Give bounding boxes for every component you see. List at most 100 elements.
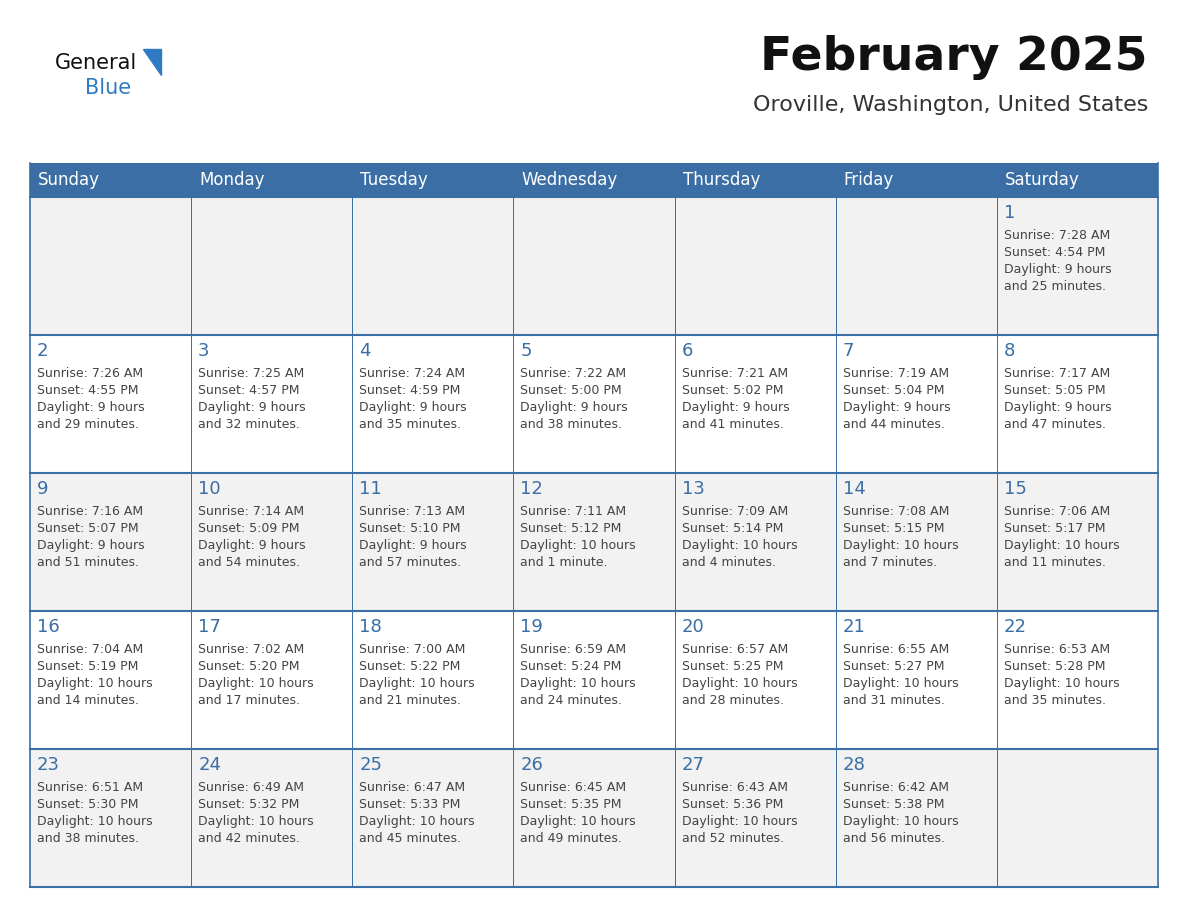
Text: 8: 8 <box>1004 342 1016 360</box>
Text: 20: 20 <box>682 618 704 636</box>
Text: 13: 13 <box>682 480 704 498</box>
Text: Daylight: 10 hours: Daylight: 10 hours <box>842 539 959 552</box>
Bar <box>30 335 1158 473</box>
Text: Sunrise: 6:47 AM: Sunrise: 6:47 AM <box>359 781 466 794</box>
Text: Daylight: 9 hours: Daylight: 9 hours <box>198 539 305 552</box>
Text: Daylight: 9 hours: Daylight: 9 hours <box>520 401 628 414</box>
Text: Daylight: 9 hours: Daylight: 9 hours <box>359 539 467 552</box>
Text: Sunset: 4:54 PM: Sunset: 4:54 PM <box>1004 246 1105 259</box>
Text: Tuesday: Tuesday <box>360 171 428 189</box>
Text: Daylight: 9 hours: Daylight: 9 hours <box>359 401 467 414</box>
Text: Sunset: 5:20 PM: Sunset: 5:20 PM <box>198 660 299 673</box>
Text: Daylight: 10 hours: Daylight: 10 hours <box>520 539 636 552</box>
Text: Sunrise: 7:19 AM: Sunrise: 7:19 AM <box>842 367 949 380</box>
Text: and 57 minutes.: and 57 minutes. <box>359 556 461 569</box>
Text: Sunset: 5:12 PM: Sunset: 5:12 PM <box>520 522 621 535</box>
Text: and 32 minutes.: and 32 minutes. <box>198 418 301 431</box>
Text: Daylight: 10 hours: Daylight: 10 hours <box>37 677 152 690</box>
Text: Sunset: 5:05 PM: Sunset: 5:05 PM <box>1004 384 1106 397</box>
Text: 2: 2 <box>37 342 49 360</box>
Text: Sunset: 4:55 PM: Sunset: 4:55 PM <box>37 384 139 397</box>
Text: and 42 minutes.: and 42 minutes. <box>198 832 301 845</box>
Text: 11: 11 <box>359 480 383 498</box>
Text: and 52 minutes.: and 52 minutes. <box>682 832 784 845</box>
Text: Sunset: 5:22 PM: Sunset: 5:22 PM <box>359 660 461 673</box>
Text: 23: 23 <box>37 756 61 774</box>
Text: Saturday: Saturday <box>1005 171 1080 189</box>
Text: Daylight: 10 hours: Daylight: 10 hours <box>198 677 314 690</box>
Text: General: General <box>55 53 138 73</box>
Text: Sunday: Sunday <box>38 171 100 189</box>
Text: Daylight: 9 hours: Daylight: 9 hours <box>1004 401 1112 414</box>
Text: Wednesday: Wednesday <box>522 171 618 189</box>
Text: Sunset: 5:38 PM: Sunset: 5:38 PM <box>842 798 944 811</box>
Text: Sunset: 4:57 PM: Sunset: 4:57 PM <box>198 384 299 397</box>
Text: Daylight: 10 hours: Daylight: 10 hours <box>1004 539 1119 552</box>
Text: 6: 6 <box>682 342 693 360</box>
Text: and 14 minutes.: and 14 minutes. <box>37 694 139 707</box>
Text: Sunset: 4:59 PM: Sunset: 4:59 PM <box>359 384 461 397</box>
Text: Sunset: 5:04 PM: Sunset: 5:04 PM <box>842 384 944 397</box>
Text: Sunrise: 7:22 AM: Sunrise: 7:22 AM <box>520 367 626 380</box>
Text: Sunrise: 7:16 AM: Sunrise: 7:16 AM <box>37 505 143 518</box>
Text: Friday: Friday <box>843 171 893 189</box>
Text: 1: 1 <box>1004 204 1016 222</box>
Text: Sunrise: 7:11 AM: Sunrise: 7:11 AM <box>520 505 626 518</box>
Text: Daylight: 9 hours: Daylight: 9 hours <box>37 401 145 414</box>
Text: Sunset: 5:19 PM: Sunset: 5:19 PM <box>37 660 138 673</box>
Text: Daylight: 9 hours: Daylight: 9 hours <box>198 401 305 414</box>
Text: 4: 4 <box>359 342 371 360</box>
Text: 5: 5 <box>520 342 532 360</box>
Text: Blue: Blue <box>86 78 131 98</box>
Text: and 47 minutes.: and 47 minutes. <box>1004 418 1106 431</box>
Text: 26: 26 <box>520 756 543 774</box>
Text: Daylight: 9 hours: Daylight: 9 hours <box>842 401 950 414</box>
Text: Sunrise: 7:02 AM: Sunrise: 7:02 AM <box>198 643 304 656</box>
Text: and 29 minutes.: and 29 minutes. <box>37 418 139 431</box>
Text: 24: 24 <box>198 756 221 774</box>
Text: Sunset: 5:33 PM: Sunset: 5:33 PM <box>359 798 461 811</box>
Text: and 11 minutes.: and 11 minutes. <box>1004 556 1106 569</box>
Text: Sunset: 5:07 PM: Sunset: 5:07 PM <box>37 522 139 535</box>
Text: Sunrise: 6:55 AM: Sunrise: 6:55 AM <box>842 643 949 656</box>
Text: and 44 minutes.: and 44 minutes. <box>842 418 944 431</box>
Text: February 2025: February 2025 <box>760 36 1148 81</box>
Text: 10: 10 <box>198 480 221 498</box>
Text: and 25 minutes.: and 25 minutes. <box>1004 280 1106 293</box>
Text: 22: 22 <box>1004 618 1026 636</box>
Text: Sunset: 5:24 PM: Sunset: 5:24 PM <box>520 660 621 673</box>
Text: 27: 27 <box>682 756 704 774</box>
Text: Sunset: 5:00 PM: Sunset: 5:00 PM <box>520 384 623 397</box>
Text: Daylight: 10 hours: Daylight: 10 hours <box>682 539 797 552</box>
Text: 17: 17 <box>198 618 221 636</box>
Text: and 41 minutes.: and 41 minutes. <box>682 418 783 431</box>
Text: Sunset: 5:35 PM: Sunset: 5:35 PM <box>520 798 623 811</box>
Text: Daylight: 9 hours: Daylight: 9 hours <box>37 539 145 552</box>
Text: Sunset: 5:15 PM: Sunset: 5:15 PM <box>842 522 944 535</box>
Text: Sunrise: 7:14 AM: Sunrise: 7:14 AM <box>198 505 304 518</box>
Text: Sunrise: 7:08 AM: Sunrise: 7:08 AM <box>842 505 949 518</box>
Text: and 38 minutes.: and 38 minutes. <box>520 418 623 431</box>
Text: 7: 7 <box>842 342 854 360</box>
Text: 15: 15 <box>1004 480 1026 498</box>
Text: Daylight: 9 hours: Daylight: 9 hours <box>1004 263 1112 276</box>
Text: Daylight: 10 hours: Daylight: 10 hours <box>842 677 959 690</box>
Text: and 28 minutes.: and 28 minutes. <box>682 694 784 707</box>
Text: Sunrise: 7:25 AM: Sunrise: 7:25 AM <box>198 367 304 380</box>
Text: and 35 minutes.: and 35 minutes. <box>1004 694 1106 707</box>
Text: Daylight: 10 hours: Daylight: 10 hours <box>842 815 959 828</box>
Text: Sunrise: 7:17 AM: Sunrise: 7:17 AM <box>1004 367 1110 380</box>
Text: Sunset: 5:27 PM: Sunset: 5:27 PM <box>842 660 944 673</box>
Text: Daylight: 9 hours: Daylight: 9 hours <box>682 401 789 414</box>
Text: Sunrise: 7:09 AM: Sunrise: 7:09 AM <box>682 505 788 518</box>
Text: Sunrise: 7:06 AM: Sunrise: 7:06 AM <box>1004 505 1110 518</box>
Text: Daylight: 10 hours: Daylight: 10 hours <box>37 815 152 828</box>
Text: Sunrise: 6:49 AM: Sunrise: 6:49 AM <box>198 781 304 794</box>
Text: and 24 minutes.: and 24 minutes. <box>520 694 623 707</box>
Text: 16: 16 <box>37 618 59 636</box>
Text: Sunrise: 6:59 AM: Sunrise: 6:59 AM <box>520 643 626 656</box>
Text: 12: 12 <box>520 480 543 498</box>
Text: Sunrise: 7:13 AM: Sunrise: 7:13 AM <box>359 505 466 518</box>
Text: 3: 3 <box>198 342 209 360</box>
Text: Sunset: 5:17 PM: Sunset: 5:17 PM <box>1004 522 1105 535</box>
